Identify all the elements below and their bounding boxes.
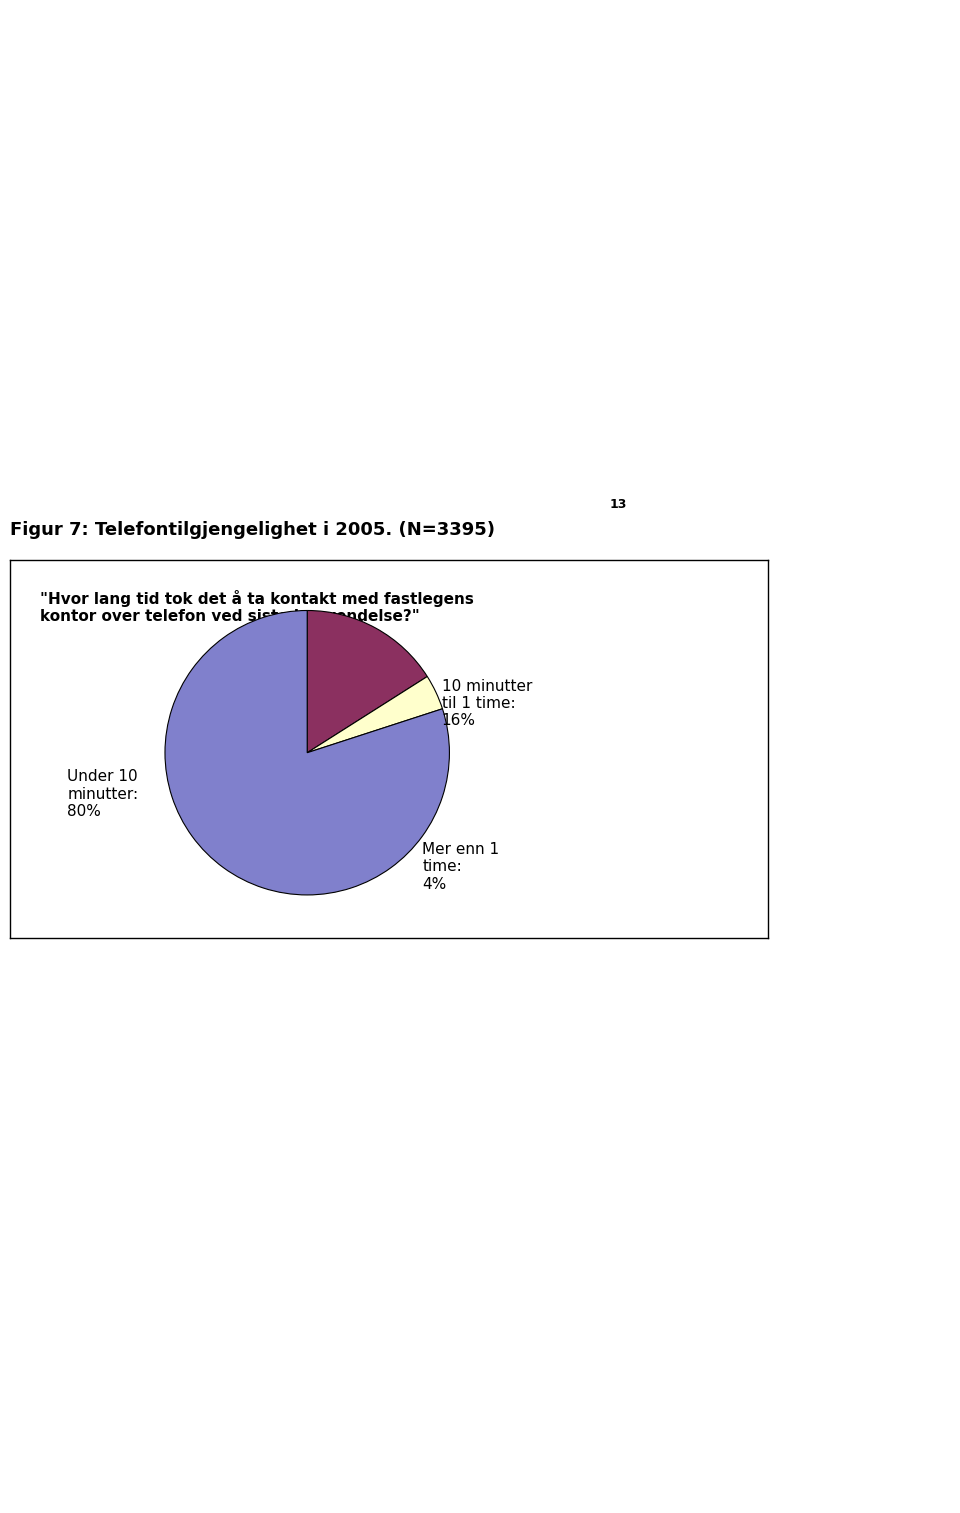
Text: 10 minutter
til 1 time:
16%: 10 minutter til 1 time: 16% bbox=[442, 679, 532, 728]
Text: "Hvor lang tid tok det å ta kontakt med fastlegens
kontor over telefon ved siste: "Hvor lang tid tok det å ta kontakt med … bbox=[40, 590, 474, 625]
Text: Mer enn 1
time:
4%: Mer enn 1 time: 4% bbox=[422, 843, 499, 891]
Wedge shape bbox=[307, 610, 427, 753]
Text: Figur 7: Telefontilgjengelighet i 2005. (N=3395): Figur 7: Telefontilgjengelighet i 2005. … bbox=[10, 520, 494, 539]
Wedge shape bbox=[307, 676, 443, 753]
Text: 13: 13 bbox=[610, 498, 627, 510]
Text: Under 10
minutter:
80%: Under 10 minutter: 80% bbox=[67, 770, 138, 819]
Wedge shape bbox=[165, 610, 449, 894]
